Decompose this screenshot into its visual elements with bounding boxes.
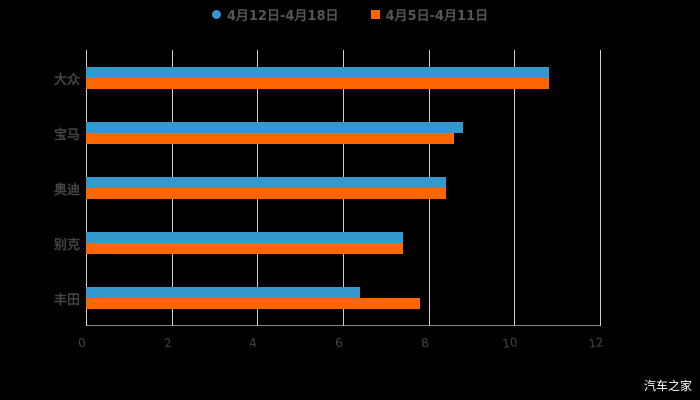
x-tick-label: 2 [162, 335, 173, 351]
category-label: 大众 [53, 73, 80, 88]
bar[interactable] [86, 232, 403, 243]
x-tick-label: 6 [334, 335, 344, 351]
square-marker-icon [370, 9, 380, 19]
x-tick-label: 0 [77, 335, 87, 351]
bar[interactable] [86, 122, 463, 133]
bar[interactable] [86, 298, 421, 309]
x-tick [86, 318, 87, 326]
bar[interactable] [86, 188, 446, 199]
gridline [514, 50, 516, 325]
bar[interactable] [86, 78, 549, 89]
x-tick [343, 318, 344, 326]
x-tick [257, 318, 259, 326]
category-label: 别克 [53, 238, 80, 253]
bar[interactable] [86, 67, 549, 78]
x-tick-label: 8 [419, 335, 430, 351]
x-tick-label: 4 [248, 335, 259, 351]
chart-legend: 4月12日-4月18日 4月5日-4月11日 [0, 4, 700, 24]
legend-item-series-2[interactable]: 4月5日-4月11日 [370, 5, 489, 24]
category-label: 丰田 [53, 293, 80, 308]
legend-item-series-1[interactable]: 4月12日-4月18日 [211, 5, 339, 24]
plot-area [86, 50, 601, 325]
category-label: 宝马 [53, 128, 80, 143]
x-tick [514, 318, 516, 326]
x-tick [428, 318, 430, 326]
gridline [600, 50, 601, 325]
x-tick-label: 12 [587, 335, 605, 351]
bar[interactable] [86, 133, 455, 144]
category-label: 奥迪 [53, 183, 80, 198]
x-tick-label: 10 [501, 335, 519, 351]
legend-label: 4月12日-4月18日 [226, 8, 339, 24]
legend-label: 4月5日-4月11日 [385, 8, 489, 24]
circle-marker-icon [211, 9, 221, 19]
x-tick [600, 318, 601, 326]
bar[interactable] [86, 287, 361, 298]
bar[interactable] [86, 177, 446, 188]
bar[interactable] [86, 243, 403, 254]
x-tick [171, 318, 173, 326]
watermark: 汽车之家 [643, 379, 692, 393]
